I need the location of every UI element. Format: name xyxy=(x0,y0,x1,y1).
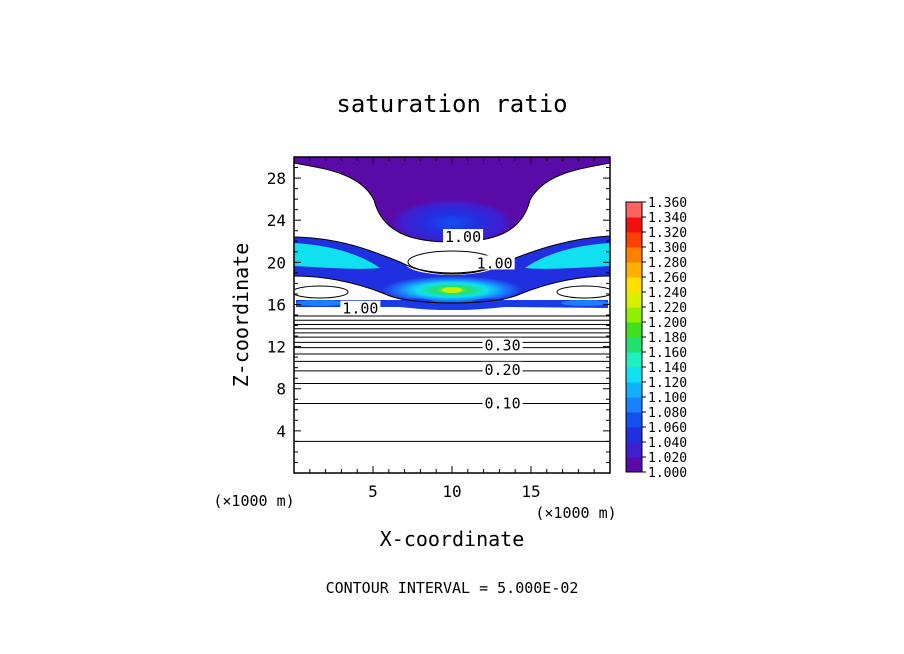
y-tick-label: 20 xyxy=(267,253,286,272)
y-tick-label: 8 xyxy=(276,380,286,399)
band-lower-contour xyxy=(294,275,610,304)
colorbar-label: 1.300 xyxy=(648,241,687,256)
colorbar-label: 1.100 xyxy=(648,391,687,406)
colorbar-swatch xyxy=(626,367,642,383)
contour-label-bg xyxy=(474,255,515,270)
colorbar-swatch xyxy=(626,292,642,308)
contour-label-bg xyxy=(443,229,484,244)
colorbar-swatch xyxy=(626,277,642,293)
colorbar-swatch xyxy=(626,262,642,278)
colorbar-swatch xyxy=(626,457,642,473)
x-tick-label: 5 xyxy=(368,482,378,501)
colorbar-swatch xyxy=(626,382,642,398)
contour-label-bg xyxy=(482,361,523,376)
colorbar-label: 1.340 xyxy=(648,211,687,226)
colorbar: 1.0001.0201.0401.0601.0801.1001.1201.140… xyxy=(625,196,687,481)
colorbar-label: 1.220 xyxy=(648,301,687,316)
y-tick-label: 4 xyxy=(276,422,286,441)
colorbar-swatch xyxy=(626,352,642,368)
colorbar-swatch xyxy=(626,397,642,413)
colorbar-label: 1.140 xyxy=(648,361,687,376)
colorbar-swatch xyxy=(626,307,642,323)
right-strip-core xyxy=(561,300,609,306)
contour-interval-note: CONTOUR INTERVAL = 5.000E-02 xyxy=(326,579,579,597)
y-tick-label: 12 xyxy=(267,338,286,357)
colorbar-swatch xyxy=(626,427,642,443)
colorbar-label: 1.240 xyxy=(648,286,687,301)
colorbar-label: 1.080 xyxy=(648,406,687,421)
colorbar-swatch xyxy=(626,202,642,218)
colorbar-swatch xyxy=(626,322,642,338)
colorbar-swatch xyxy=(626,247,642,263)
colorbar-swatch xyxy=(626,217,642,233)
colorbar-label: 1.020 xyxy=(648,451,687,466)
colorbar-swatch xyxy=(626,412,642,428)
contour-label: 1.00 xyxy=(342,300,378,318)
colorbar-label: 1.360 xyxy=(648,196,687,211)
right-loop-contour xyxy=(556,285,610,299)
contour-label-bg xyxy=(482,337,523,352)
x-tick-label: 15 xyxy=(521,482,540,501)
colorbar-label: 1.180 xyxy=(648,331,687,346)
colorbar-label: 1.260 xyxy=(648,271,687,286)
colorbar-label: 1.120 xyxy=(648,376,687,391)
contour-label-bg xyxy=(340,300,381,315)
y-tick-label: 28 xyxy=(267,169,286,188)
colorbar-label: 1.060 xyxy=(648,421,687,436)
colorbar-swatch xyxy=(626,232,642,248)
colorbar-label: 1.200 xyxy=(648,316,687,331)
contour-label-bg xyxy=(482,395,523,410)
left-loop-contour xyxy=(294,285,349,299)
contour-label: 1.00 xyxy=(477,254,513,272)
contour-label: 0.10 xyxy=(484,395,520,413)
mid-band-left-lobe xyxy=(294,243,380,269)
y-axis-unit: (×1000 m) xyxy=(213,492,294,510)
x-axis-unit: (×1000 m) xyxy=(535,504,616,522)
left-strip-core xyxy=(296,300,344,306)
y-tick-label: 16 xyxy=(267,295,286,314)
y-axis-label: Z-coordinate xyxy=(229,243,253,388)
x-axis-label: X-coordinate xyxy=(380,527,525,551)
y-tick-label: 24 xyxy=(267,211,286,230)
chart-title: saturation ratio xyxy=(336,90,567,118)
contour-label: 1.00 xyxy=(445,228,481,246)
contour-label: 0.30 xyxy=(484,337,520,355)
colorbar-label: 1.160 xyxy=(648,346,687,361)
colorbar-swatch xyxy=(626,442,642,458)
contour-label: 0.20 xyxy=(484,361,520,379)
band-upper-contour xyxy=(294,235,610,275)
colorbar-label: 1.040 xyxy=(648,436,687,451)
colorbar-label: 1.000 xyxy=(648,466,687,481)
colorbar-swatch xyxy=(626,337,642,353)
colorbar-label: 1.320 xyxy=(648,226,687,241)
colorbar-label: 1.280 xyxy=(648,256,687,271)
plot-area xyxy=(294,157,610,443)
x-tick-label: 10 xyxy=(442,482,461,501)
mid-band-right-lobe xyxy=(525,243,610,269)
max-core xyxy=(442,287,462,293)
